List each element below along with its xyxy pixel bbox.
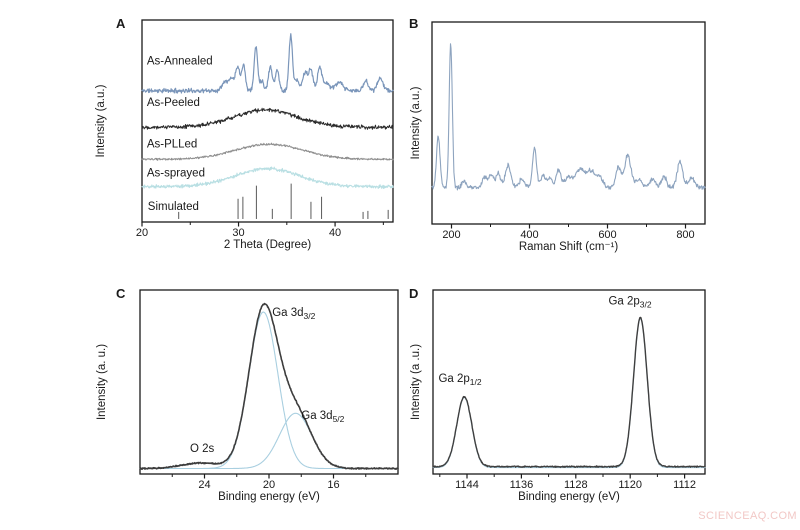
svg-text:O 2s: O 2s [190, 443, 215, 455]
panel-d-letter: D [409, 286, 419, 301]
svg-text:24: 24 [198, 479, 210, 491]
svg-text:As-sprayed: As-sprayed [147, 168, 205, 180]
xps-ga2p-chart-panel-d: 1144 1136 1128 1120 1112 Binding energy (eV) I… [410, 289, 706, 503]
svg-text:1112: 1112 [673, 479, 696, 491]
svg-text:2 Theta (Degree): 2 Theta (Degree) [224, 239, 312, 251]
svg-text:Intensity (a.u.): Intensity (a.u.) [410, 86, 422, 159]
svg-text:1136: 1136 [510, 479, 534, 491]
svg-text:200: 200 [442, 229, 460, 241]
svg-text:Ga 2p3/2: Ga 2p3/2 [608, 296, 651, 310]
svg-text:20: 20 [263, 479, 275, 491]
svg-text:Ga 3d5/2: Ga 3d5/2 [301, 410, 344, 424]
raman-chart-panel-b: 200 400 600 800 Raman Shift (cm⁻¹) Intensity … [410, 21, 706, 253]
svg-text:1128: 1128 [564, 479, 588, 491]
panel-b-letter: B [409, 16, 419, 31]
xrd-chart-panel-a: 20 30 40 2 Theta (Degree) Intensity (a.u.) As… [95, 19, 394, 251]
svg-text:800: 800 [676, 229, 694, 241]
svg-text:Intensity (a .u.): Intensity (a .u.) [410, 344, 422, 420]
svg-text:Simulated: Simulated [148, 201, 199, 213]
svg-text:1144: 1144 [455, 479, 479, 491]
svg-text:Ga 3d3/2: Ga 3d3/2 [272, 307, 315, 321]
panel-a-letter: A [116, 16, 126, 31]
xps-ga3d-chart-panel-c: 24 20 16 Binding energy (eV) Intensity (a. u… [96, 289, 399, 503]
svg-text:Intensity (a. u.): Intensity (a. u.) [96, 344, 108, 420]
svg-text:600: 600 [598, 229, 616, 241]
svg-text:As-Peeled: As-Peeled [147, 97, 200, 109]
svg-text:400: 400 [520, 229, 538, 241]
svg-text:30: 30 [232, 227, 244, 239]
svg-text:16: 16 [327, 479, 339, 491]
watermark-text: SCIENCEAQ.COM [698, 510, 797, 522]
svg-text:Ga 2p1/2: Ga 2p1/2 [438, 373, 481, 387]
svg-text:Binding energy (eV): Binding energy (eV) [518, 491, 620, 503]
svg-text:Intensity (a.u.): Intensity (a.u.) [95, 84, 107, 157]
svg-text:20: 20 [136, 227, 148, 239]
panel-c-letter: C [116, 286, 126, 301]
svg-text:Binding energy (eV): Binding energy (eV) [218, 491, 320, 503]
svg-text:Raman Shift (cm⁻¹): Raman Shift (cm⁻¹) [519, 241, 619, 253]
svg-text:1120: 1120 [618, 479, 642, 491]
svg-text:40: 40 [329, 227, 341, 239]
svg-text:As-PLLed: As-PLLed [147, 138, 198, 150]
svg-text:As-Annealed: As-Annealed [147, 55, 213, 67]
